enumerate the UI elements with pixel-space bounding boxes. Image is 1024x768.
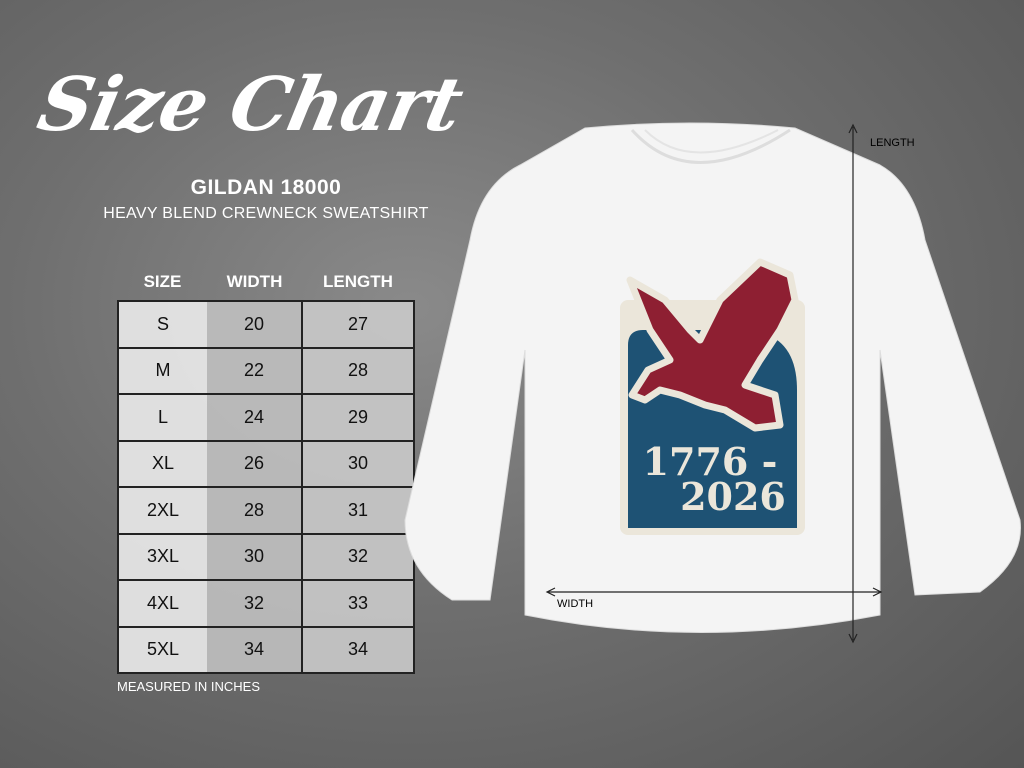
product-subtitle: HEAVY BLEND CREWNECK SWEATSHIRT bbox=[103, 205, 429, 222]
column-header: WIDTH bbox=[226, 272, 283, 291]
table-row: 3XL 30 32 bbox=[117, 532, 415, 581]
eagle-graphic bbox=[626, 258, 799, 432]
size-cell: 4XL bbox=[117, 579, 207, 628]
print-text-line2: 2026 bbox=[680, 474, 786, 519]
size-cell: 2XL bbox=[117, 486, 207, 535]
measurement-note: MEASURED IN INCHES bbox=[117, 679, 261, 694]
size-cell: L bbox=[117, 393, 207, 442]
width-cell: 32 bbox=[207, 579, 303, 628]
width-cell: 22 bbox=[207, 346, 303, 395]
length-cell: 31 bbox=[301, 486, 415, 535]
table-row: S 20 27 bbox=[117, 300, 415, 349]
size-cell: M bbox=[117, 346, 207, 395]
table-row: XL 26 30 bbox=[117, 439, 415, 488]
length-cell: 27 bbox=[301, 300, 415, 349]
width-arrow bbox=[545, 587, 883, 597]
width-cell: 34 bbox=[207, 625, 303, 674]
length-cell: 34 bbox=[301, 625, 415, 674]
length-cell: 28 bbox=[301, 346, 415, 395]
width-cell: 30 bbox=[207, 532, 303, 581]
width-cell: 24 bbox=[207, 393, 303, 442]
size-table: SIZE WIDTH LENGTH S 20 27 M 22 28 L 24 29 XL 26 30 2XL… bbox=[117, 264, 415, 674]
brand-model: GILDAN 18000 bbox=[190, 176, 342, 199]
size-cell: S bbox=[117, 300, 207, 349]
length-cell: 29 bbox=[301, 393, 415, 442]
size-cell: 5XL bbox=[117, 625, 207, 674]
column-header: LENGTH bbox=[323, 272, 393, 291]
size-cell: 3XL bbox=[117, 532, 207, 581]
width-label: WIDTH bbox=[557, 598, 593, 610]
size-cell: XL bbox=[117, 439, 207, 488]
print-text-line1: 1776 - bbox=[643, 439, 778, 484]
length-arrow bbox=[848, 123, 858, 644]
table-row: M 22 28 bbox=[117, 346, 415, 395]
width-cell: 26 bbox=[207, 439, 303, 488]
table-row: 4XL 32 33 bbox=[117, 579, 415, 628]
table-row: 5XL 34 34 bbox=[117, 625, 415, 674]
width-cell: 20 bbox=[207, 300, 303, 349]
width-cell: 28 bbox=[207, 486, 303, 535]
length-cell: 32 bbox=[301, 532, 415, 581]
length-label: LENGTH bbox=[870, 137, 915, 149]
column-header: SIZE bbox=[143, 272, 182, 291]
length-cell: 30 bbox=[301, 439, 415, 488]
table-row: L 24 29 bbox=[117, 393, 415, 442]
length-cell: 33 bbox=[301, 579, 415, 628]
table-row: 2XL 28 31 bbox=[117, 486, 415, 535]
